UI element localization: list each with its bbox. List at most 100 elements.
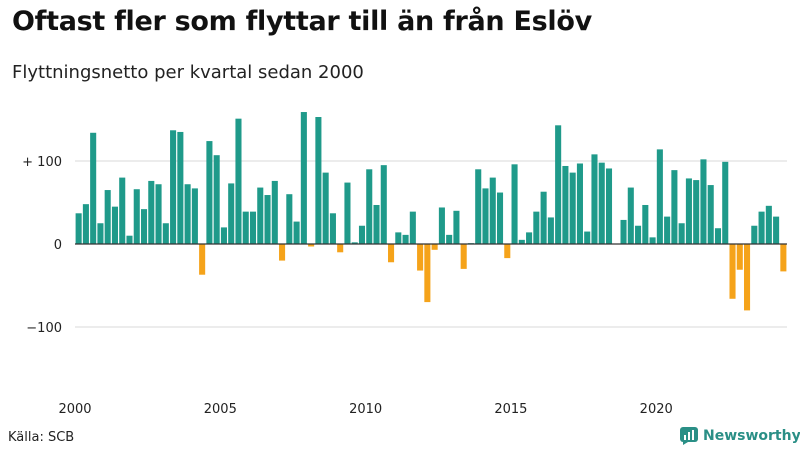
newsworthy-logo[interactable]: Newsworthy	[680, 427, 800, 445]
y-axis-labels: + 100 0 −100	[22, 155, 62, 336]
bar	[126, 235, 133, 244]
bar	[547, 217, 554, 244]
bar	[591, 154, 598, 244]
bar	[671, 170, 678, 244]
bar	[90, 132, 97, 244]
bar	[242, 211, 249, 244]
bar	[75, 213, 82, 244]
bar	[235, 118, 242, 244]
bar	[366, 169, 373, 244]
bar	[271, 180, 278, 244]
bar	[438, 207, 445, 244]
bar	[482, 188, 489, 244]
bar	[656, 149, 663, 244]
bar	[526, 232, 533, 244]
y-tick-label: 0	[54, 238, 62, 253]
chart-subtitle: Flyttningsnetto per kvartal sedan 2000	[12, 62, 364, 83]
bar	[562, 165, 569, 244]
bar	[111, 206, 118, 244]
bar	[97, 223, 104, 244]
bar	[489, 177, 496, 244]
bar	[714, 228, 722, 244]
bar	[576, 163, 583, 244]
bar	[337, 244, 344, 253]
bar	[373, 204, 380, 244]
x-axis-labels: 2000 2005 2010 2015 2020	[58, 402, 672, 417]
bar	[206, 141, 213, 244]
bar	[358, 225, 366, 244]
x-tick-label: 2000	[58, 402, 91, 417]
bar	[140, 209, 148, 244]
bar	[177, 131, 184, 244]
bar	[533, 211, 540, 244]
y-tick-label: −100	[26, 321, 62, 336]
bar	[191, 188, 198, 244]
bar	[199, 244, 206, 275]
bar	[678, 223, 685, 244]
bar	[773, 216, 780, 244]
bar	[293, 221, 300, 244]
bar	[446, 234, 453, 244]
bar	[351, 242, 358, 244]
bar	[511, 164, 518, 244]
bar	[598, 162, 605, 244]
bar	[569, 172, 576, 244]
bar	[82, 204, 89, 244]
bar	[751, 225, 758, 244]
grid-lines	[75, 160, 787, 328]
bar	[104, 190, 111, 244]
bar	[148, 180, 155, 244]
bar	[758, 211, 765, 244]
bar	[736, 244, 743, 270]
bar	[249, 211, 257, 244]
chart-title: Oftast fler som flyttar till än från Esl…	[12, 6, 592, 37]
bar	[329, 213, 336, 244]
bar	[424, 244, 431, 303]
source-note: Källa: SCB	[8, 430, 75, 445]
bar	[627, 187, 634, 244]
bar	[402, 234, 409, 244]
bar	[605, 168, 613, 244]
bar	[664, 216, 671, 244]
bar	[584, 231, 591, 244]
bar	[228, 183, 235, 244]
bar	[765, 205, 772, 244]
bar	[170, 130, 177, 244]
bar	[460, 244, 467, 269]
bar	[700, 159, 707, 244]
bar	[780, 244, 787, 272]
bar	[431, 244, 438, 250]
bar	[133, 189, 140, 244]
bar	[496, 192, 504, 244]
bar	[286, 194, 293, 244]
bar	[555, 125, 562, 244]
bars	[75, 112, 787, 311]
bar	[685, 178, 692, 244]
bar	[264, 195, 271, 244]
bar	[453, 210, 460, 244]
bar	[308, 244, 315, 247]
bar	[300, 112, 307, 244]
bar	[315, 117, 322, 244]
y-tick-label: + 100	[22, 155, 62, 170]
bar	[279, 244, 286, 261]
bar	[213, 155, 220, 244]
bar-chart-logo-icon	[680, 427, 698, 445]
bar	[417, 244, 424, 271]
bar	[409, 211, 416, 244]
bar	[693, 180, 700, 244]
bar	[729, 244, 736, 299]
brand-name: Newsworthy	[703, 428, 800, 444]
bar	[540, 191, 547, 244]
bar	[395, 232, 402, 244]
bar	[388, 244, 395, 263]
bar	[707, 185, 714, 244]
bar	[220, 227, 227, 244]
bar	[162, 223, 169, 244]
bar	[620, 219, 627, 244]
x-tick-label: 2020	[640, 402, 673, 417]
bar	[722, 161, 729, 244]
x-tick-label: 2010	[349, 402, 382, 417]
x-tick-label: 2005	[204, 402, 237, 417]
